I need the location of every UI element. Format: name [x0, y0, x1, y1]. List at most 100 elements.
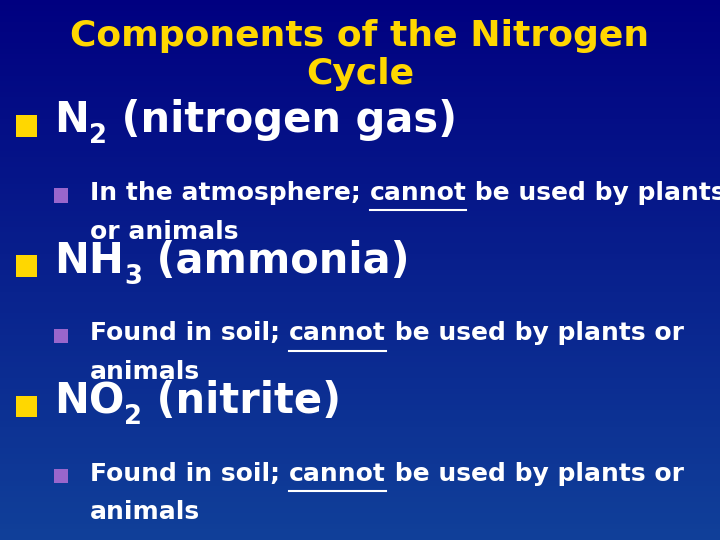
Bar [0, 329, 720, 335]
Bar [0, 340, 720, 346]
Bar [0, 76, 720, 81]
Bar [0, 421, 720, 427]
Bar [0, 410, 720, 416]
Text: 2: 2 [89, 123, 107, 149]
Bar [0, 0, 720, 5]
Bar [0, 22, 720, 27]
Bar [0, 265, 720, 270]
Bar [0, 140, 720, 146]
Bar [0, 346, 720, 351]
Bar [0, 113, 720, 119]
Text: N: N [54, 99, 89, 141]
Bar [0, 162, 720, 167]
Text: be used by plants: be used by plants [467, 181, 720, 205]
Text: NO: NO [54, 380, 125, 422]
Bar [0, 38, 720, 43]
Text: (nitrogen gas): (nitrogen gas) [107, 99, 457, 141]
Bar [0, 529, 720, 535]
Bar [0, 178, 720, 184]
Bar [0, 302, 720, 308]
Bar [0, 286, 720, 292]
Bar [0, 400, 720, 405]
Text: In the atmosphere;: In the atmosphere; [90, 181, 369, 205]
Bar [0, 356, 720, 362]
Text: Found in soil;: Found in soil; [90, 462, 289, 485]
Text: be used by plants or: be used by plants or [386, 321, 683, 345]
Text: cannot: cannot [369, 181, 467, 205]
Bar [0, 205, 720, 211]
Text: animals: animals [90, 360, 200, 384]
Bar [0, 59, 720, 65]
Bar [0, 416, 720, 421]
Bar [0, 221, 720, 227]
Bar [0, 157, 720, 162]
Bar [0, 227, 720, 232]
FancyBboxPatch shape [16, 396, 37, 417]
Bar [0, 86, 720, 92]
Bar [0, 443, 720, 448]
Text: be used by plants or: be used by plants or [386, 462, 683, 485]
Bar [0, 254, 720, 259]
Text: cannot: cannot [289, 321, 386, 345]
FancyBboxPatch shape [16, 255, 37, 277]
Bar [0, 238, 720, 243]
Bar [0, 135, 720, 140]
Bar [0, 491, 720, 497]
Bar [0, 108, 720, 113]
Bar [0, 151, 720, 157]
Bar [0, 200, 720, 205]
Text: or animals: or animals [90, 220, 238, 244]
Bar [0, 248, 720, 254]
FancyBboxPatch shape [54, 188, 68, 202]
Bar [0, 324, 720, 329]
Bar [0, 5, 720, 11]
Bar [0, 70, 720, 76]
Text: (ammonia): (ammonia) [142, 240, 410, 282]
Bar [0, 173, 720, 178]
Bar [0, 308, 720, 313]
Bar [0, 378, 720, 383]
Bar [0, 146, 720, 151]
Bar [0, 11, 720, 16]
Bar [0, 405, 720, 410]
Bar [0, 427, 720, 432]
Text: NH: NH [54, 240, 124, 282]
Bar [0, 502, 720, 508]
Bar [0, 437, 720, 443]
Bar [0, 362, 720, 367]
Bar [0, 211, 720, 216]
Text: cannot: cannot [289, 462, 386, 485]
Text: Found in soil;: Found in soil; [90, 321, 289, 345]
Bar [0, 464, 720, 470]
Bar [0, 43, 720, 49]
Bar [0, 189, 720, 194]
Bar [0, 119, 720, 124]
Bar [0, 508, 720, 513]
Bar [0, 448, 720, 454]
FancyBboxPatch shape [54, 328, 68, 343]
Bar [0, 92, 720, 97]
Bar [0, 232, 720, 238]
Bar [0, 124, 720, 130]
Text: (nitrite): (nitrite) [143, 380, 341, 422]
Bar [0, 194, 720, 200]
Bar [0, 319, 720, 324]
Text: 3: 3 [124, 264, 142, 289]
Bar [0, 351, 720, 356]
Bar [0, 373, 720, 378]
Bar [0, 481, 720, 486]
Bar [0, 335, 720, 340]
Bar [0, 270, 720, 275]
Bar [0, 389, 720, 394]
Bar [0, 394, 720, 400]
Bar [0, 49, 720, 54]
Bar [0, 81, 720, 86]
FancyBboxPatch shape [16, 115, 37, 137]
Text: Cycle: Cycle [306, 57, 414, 91]
FancyBboxPatch shape [54, 469, 68, 483]
Bar [0, 432, 720, 437]
Bar [0, 103, 720, 108]
Bar [0, 470, 720, 475]
Bar [0, 167, 720, 173]
Bar [0, 259, 720, 265]
